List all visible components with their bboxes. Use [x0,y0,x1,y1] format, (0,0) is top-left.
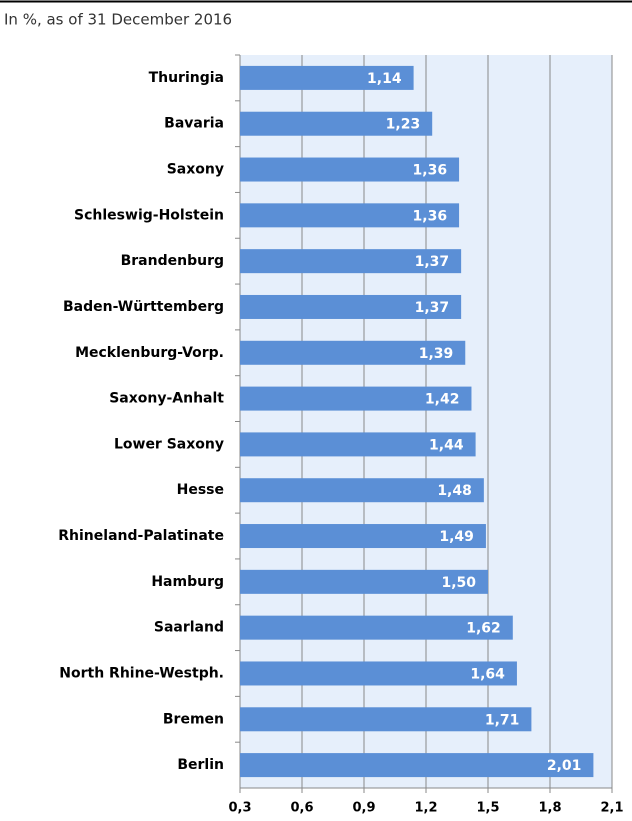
bar [240,111,433,136]
y-tick-label: Lower Saxony [114,436,224,452]
value-label: 1,44 [429,437,464,453]
bar [240,615,513,640]
y-tick-label: Saxony-Anhalt [109,391,224,407]
y-tick-label: Hesse [177,482,224,498]
x-tick-label: 0,9 [352,801,375,816]
value-label: 1,37 [415,300,450,316]
value-label: 1,23 [386,117,421,133]
bar [240,432,476,457]
value-label: 2,01 [547,758,582,774]
x-tick-label: 1,8 [538,801,561,816]
bar [240,661,517,686]
bar [240,340,466,365]
y-tick-label: Baden-Württemberg [63,299,224,315]
value-label: 1,36 [413,163,448,179]
value-label: 1,14 [367,71,402,87]
value-label: 1,39 [419,346,454,362]
bar [240,569,488,594]
y-tick-label: Saarland [154,620,224,636]
x-tick-label: 0,6 [290,801,313,816]
y-tick-label: Berlin [177,757,224,773]
y-tick-label: Schleswig-Holstein [74,207,224,223]
y-tick-label: Rhineland-Palatinate [58,528,224,544]
y-tick-label: Saxony [167,162,224,178]
y-tick-label: Bavaria [164,116,224,132]
bar [240,203,460,228]
bar [240,249,462,274]
bar [240,65,414,90]
x-tick-label: 1,2 [414,801,437,816]
bar [240,294,462,319]
bar [240,386,472,411]
bar [240,157,460,182]
value-label: 1,62 [466,621,501,637]
value-label: 1,64 [470,666,505,682]
y-tick-label: Brandenburg [121,253,224,269]
value-label: 1,37 [415,254,450,270]
bar [240,707,532,732]
y-tick-label: Thuringia [149,70,224,86]
bar [240,478,484,503]
x-tick-label: 0,3 [228,801,251,816]
bar [240,753,594,778]
value-label: 1,48 [437,483,472,499]
x-tick-label: 1,5 [476,801,499,816]
bar [240,524,486,549]
value-label: 1,71 [485,712,520,728]
y-tick-label: Bremen [163,711,224,727]
chart-subtitle: In %, as of 31 December 2016 [4,11,232,29]
y-tick-label: Mecklenburg-Vorp. [75,345,224,361]
value-label: 1,50 [441,575,476,591]
value-label: 1,49 [439,529,474,545]
value-label: 1,42 [425,392,460,408]
y-tick-label: Hamburg [151,574,224,590]
x-tick-label: 2,1 [600,801,623,816]
value-label: 1,36 [413,208,448,224]
y-tick-label: North Rhine-Westph. [59,665,224,681]
